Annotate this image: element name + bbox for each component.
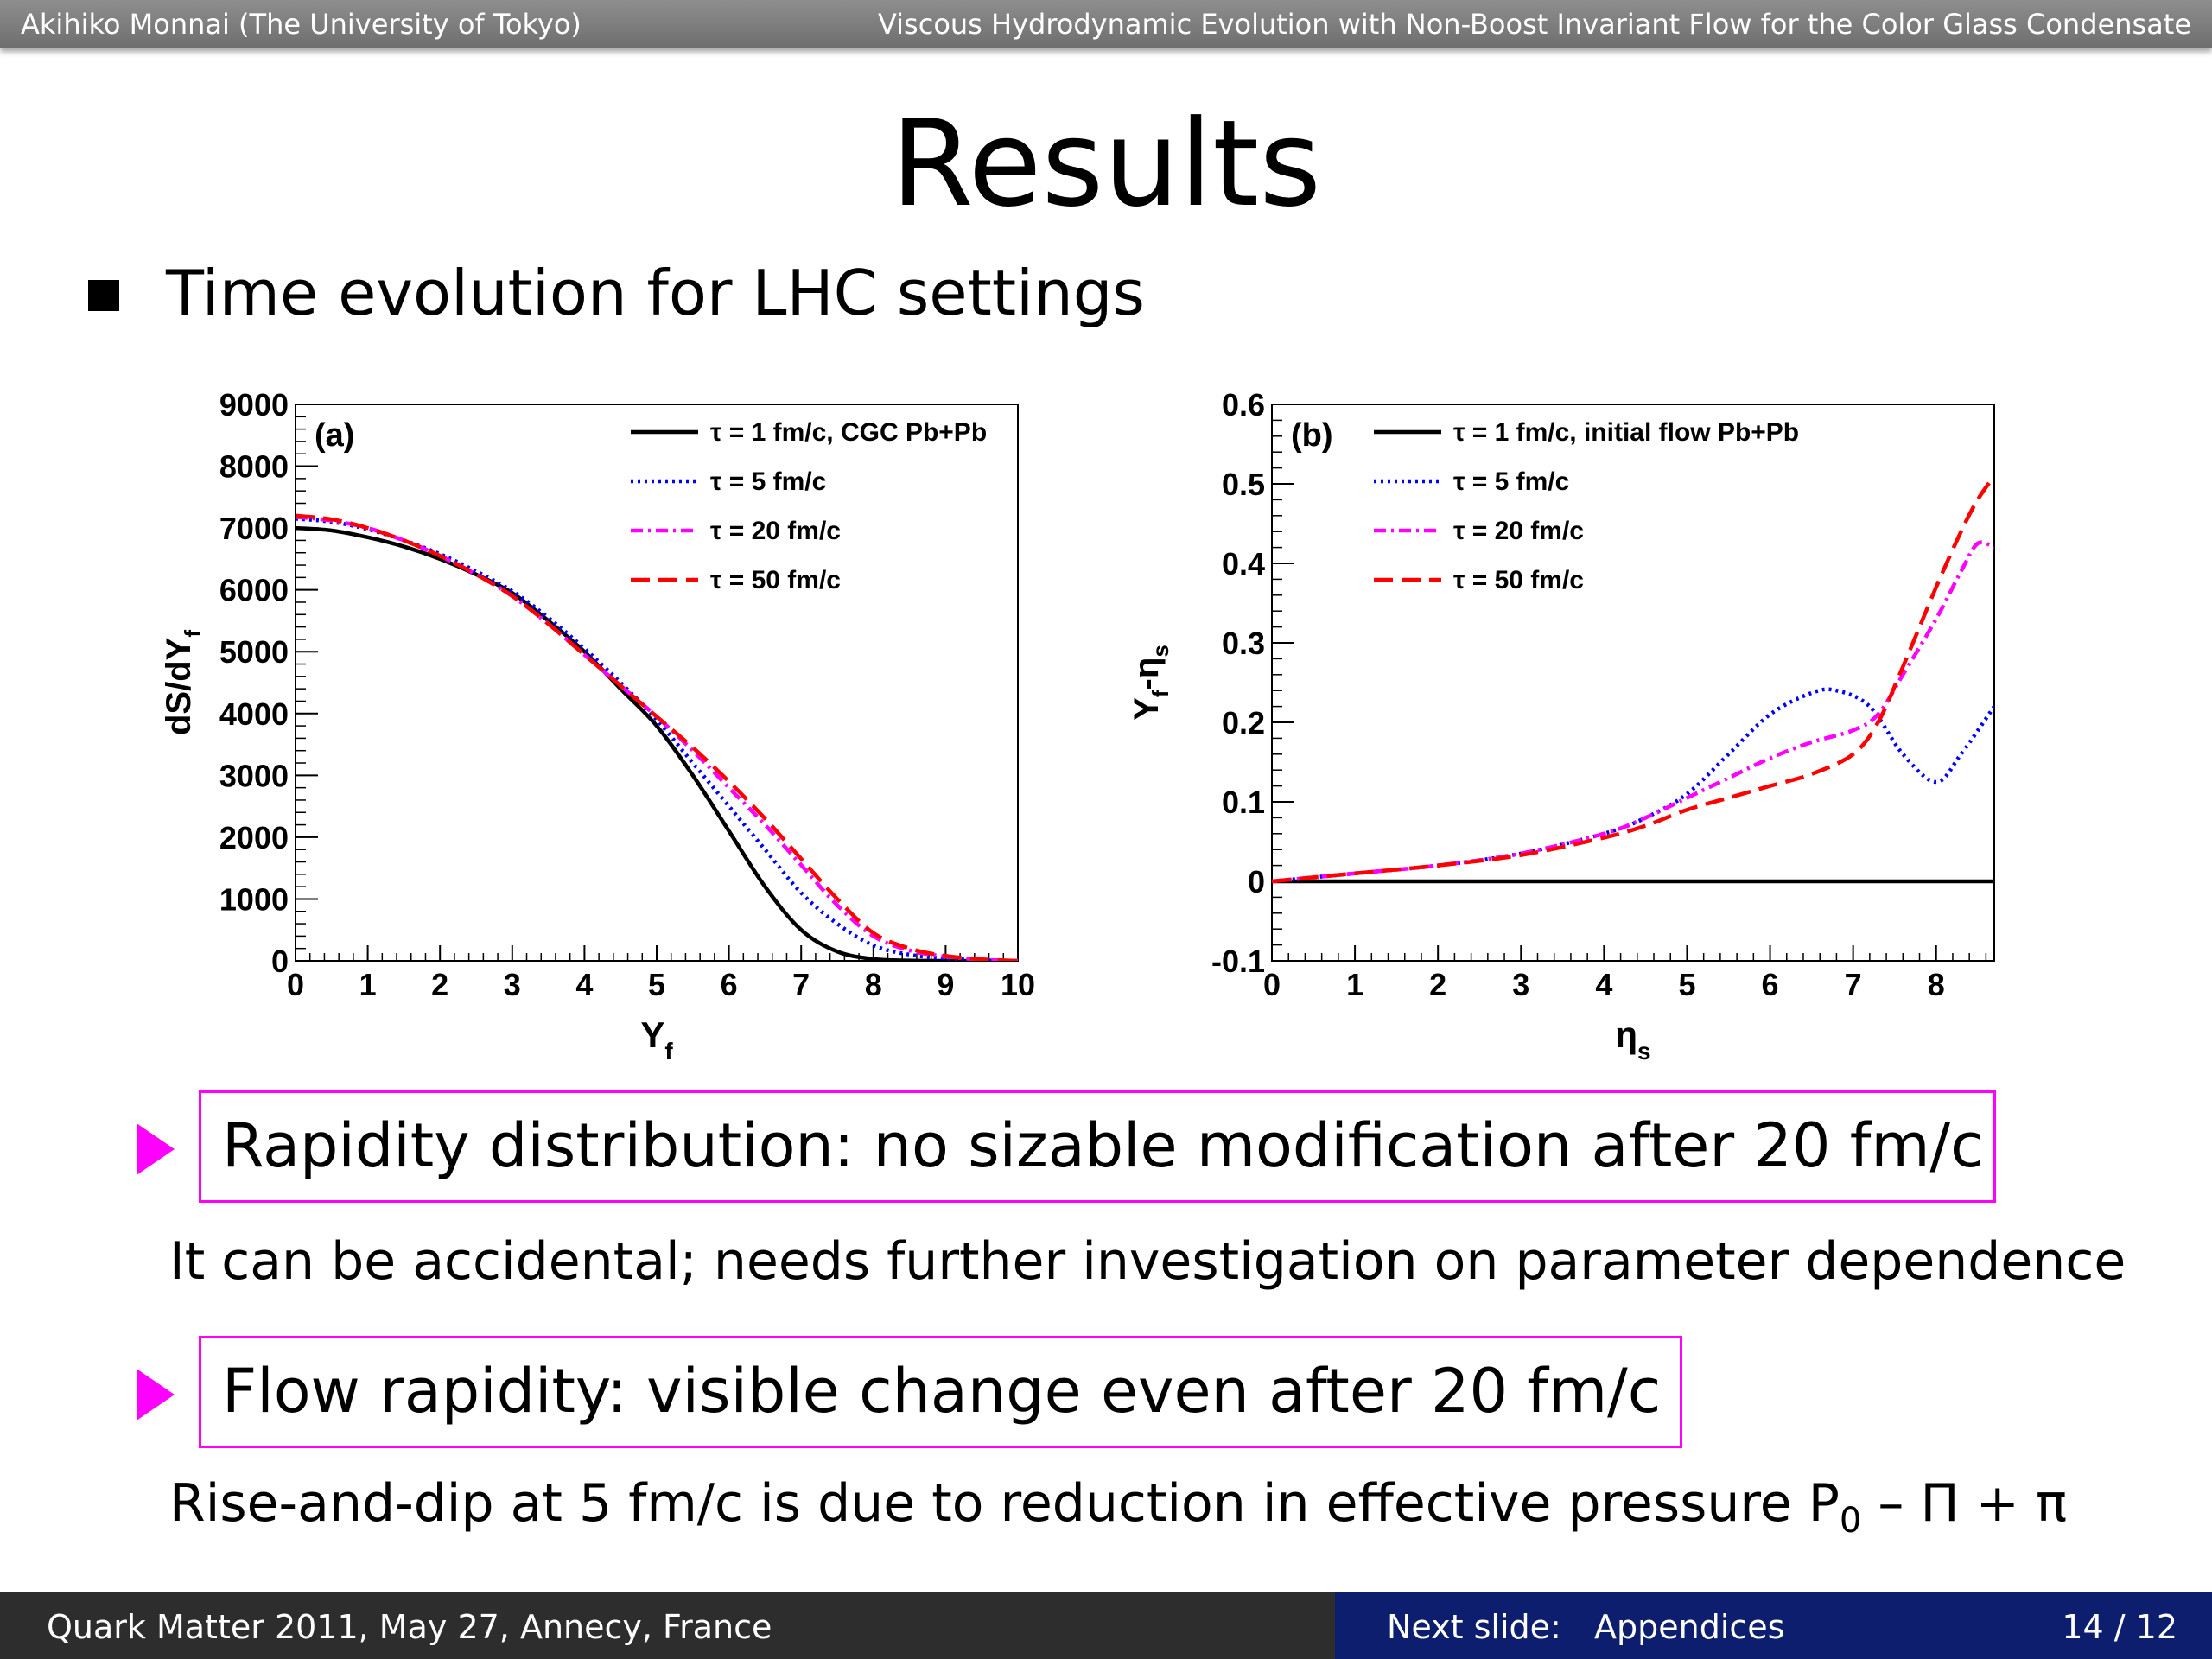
footer-bar: Quark Matter 2011, May 27, Annecy, Franc…	[0, 1592, 2212, 1659]
highlight-text-2: Flow rapidity: visible change even after…	[222, 1356, 1662, 1427]
legend-label: τ = 5 fm/c	[1453, 467, 1569, 496]
y-tick-label: 0.1	[1222, 785, 1265, 820]
footer-next-label: Next slide:	[1387, 1608, 1561, 1646]
y-tick-label: 0.6	[1222, 387, 1265, 423]
y-tick-label: 0.2	[1222, 705, 1265, 741]
x-tick-label: 6	[721, 967, 738, 1002]
plot-frame	[1271, 404, 1995, 962]
x-tick-label: 8	[1928, 967, 1945, 1002]
y-tick-label: 7000	[219, 511, 289, 546]
highlight-text-1: Rapidity distribution: no sizable modifi…	[222, 1110, 1984, 1181]
x-tick-label: 7	[792, 967, 810, 1002]
legend-label: τ = 20 fm/c	[710, 517, 841, 545]
subtext-2-tail: – Π + π	[1861, 1473, 2068, 1534]
bullet-square-icon	[88, 280, 119, 311]
series-line-dotted	[296, 517, 1018, 961]
x-tick-label: 9	[937, 967, 954, 1002]
subtext-1: It can be accidental; needs further inve…	[169, 1231, 2126, 1292]
series-line-dashdot	[1272, 540, 1994, 884]
x-tick-label: 4	[1595, 967, 1612, 1002]
series-line-solid	[296, 525, 1018, 961]
footer-right-panel: Next slide: Appendices 14 / 12	[1335, 1592, 2212, 1659]
x-tick-label: 2	[431, 967, 448, 1002]
x-tick-label: 4	[575, 967, 593, 1002]
legend-label: τ = 50 fm/c	[710, 566, 841, 594]
x-tick-label: 1	[1346, 967, 1363, 1002]
y-tick-label: 0	[271, 944, 289, 979]
series-line-dashdot	[296, 514, 1018, 961]
x-tick-label: 5	[1678, 967, 1695, 1002]
y-axis-label: dS/dYf	[160, 630, 206, 735]
footer-conference: Quark Matter 2011, May 27, Annecy, Franc…	[47, 1608, 772, 1646]
legend-label: τ = 1 fm/c, CGC Pb+Pb	[710, 418, 987, 447]
footer-left-panel: Quark Matter 2011, May 27, Annecy, Franc…	[0, 1592, 1335, 1659]
y-axis-label: Yf-ηs	[1128, 645, 1173, 721]
x-axis-label: Yf	[640, 1014, 673, 1063]
x-axis-label: ηs	[1615, 1014, 1650, 1063]
y-tick-label: 0.5	[1222, 467, 1265, 502]
x-tick-label: 3	[504, 967, 521, 1002]
panel-label: (b)	[1291, 417, 1333, 454]
arrow-icon	[137, 1369, 175, 1421]
subtext-2-main: Rise-and-dip at 5 fm/c is due to reducti…	[169, 1473, 1840, 1534]
x-tick-label: 7	[1845, 967, 1862, 1002]
legend-label: τ = 5 fm/c	[710, 467, 826, 496]
x-tick-label: 5	[648, 967, 665, 1002]
x-tick-label: 0	[287, 967, 304, 1002]
panel-label: (a)	[315, 417, 354, 454]
x-tick-label: 0	[1263, 967, 1281, 1002]
subtext-2-subscript: 0	[1839, 1501, 1862, 1541]
author: Akihiko Monnai (The University of Tokyo)	[21, 8, 582, 41]
legend-label: τ = 1 fm/c, initial flow Pb+Pb	[1453, 418, 1799, 447]
y-tick-label: 0.3	[1222, 626, 1265, 661]
footer-next-link[interactable]: Appendices	[1594, 1608, 1785, 1646]
y-tick-label: 0	[1248, 864, 1265, 899]
x-tick-label: 8	[865, 967, 882, 1002]
x-tick-label: 2	[1429, 967, 1446, 1002]
series-line-dashed	[296, 513, 1018, 961]
x-tick-label: 6	[1762, 967, 1779, 1002]
legend-label: τ = 20 fm/c	[1453, 517, 1584, 545]
series-line-dashed	[1272, 474, 1994, 884]
arrow-icon	[137, 1123, 175, 1175]
y-tick-label: -0.1	[1211, 944, 1265, 979]
y-tick-label: 9000	[219, 387, 289, 423]
header-bar: Akihiko Monnai (The University of Tokyo)…	[0, 0, 2212, 48]
talk-title: Viscous Hydrodynamic Evolution with Non-…	[877, 8, 2191, 41]
plot-frame	[295, 404, 1019, 962]
y-tick-label: 0.4	[1222, 546, 1265, 582]
footer-page-number: 14 / 12	[2062, 1608, 2177, 1646]
bullet-text: Time evolution for LHC settings	[166, 257, 1145, 329]
x-tick-label: 3	[1512, 967, 1529, 1002]
chart-b: 0 1 2 3 4 5 6 7 8-0.100.10.20.30.40.50.6ηsYf-ηs(…	[1128, 387, 1995, 1063]
x-tick-label: 10	[1001, 967, 1035, 1002]
y-tick-label: 2000	[219, 820, 289, 855]
slide-title: Results	[890, 94, 1322, 233]
y-tick-label: 5000	[219, 634, 289, 670]
highlight-box-2: Flow rapidity: visible change even after…	[199, 1336, 1682, 1448]
y-tick-label: 8000	[219, 449, 289, 485]
subtext-2: Rise-and-dip at 5 fm/c is due to reducti…	[169, 1469, 2067, 1555]
y-tick-label: 1000	[219, 881, 289, 917]
y-tick-label: 3000	[219, 758, 289, 793]
series-line-dotted	[1272, 687, 1994, 884]
y-tick-label: 6000	[219, 573, 289, 608]
chart-a: 0 1 2 3 4 5 6 7 8 9 10 0 1000 2000 3000 4000 5000 6000 700…	[160, 387, 1035, 1063]
y-tick-label: 4000	[219, 696, 289, 732]
x-tick-label: 1	[359, 967, 377, 1002]
highlight-box-1: Rapidity distribution: no sizable modifi…	[199, 1090, 1996, 1203]
legend-label: τ = 50 fm/c	[1453, 566, 1584, 594]
